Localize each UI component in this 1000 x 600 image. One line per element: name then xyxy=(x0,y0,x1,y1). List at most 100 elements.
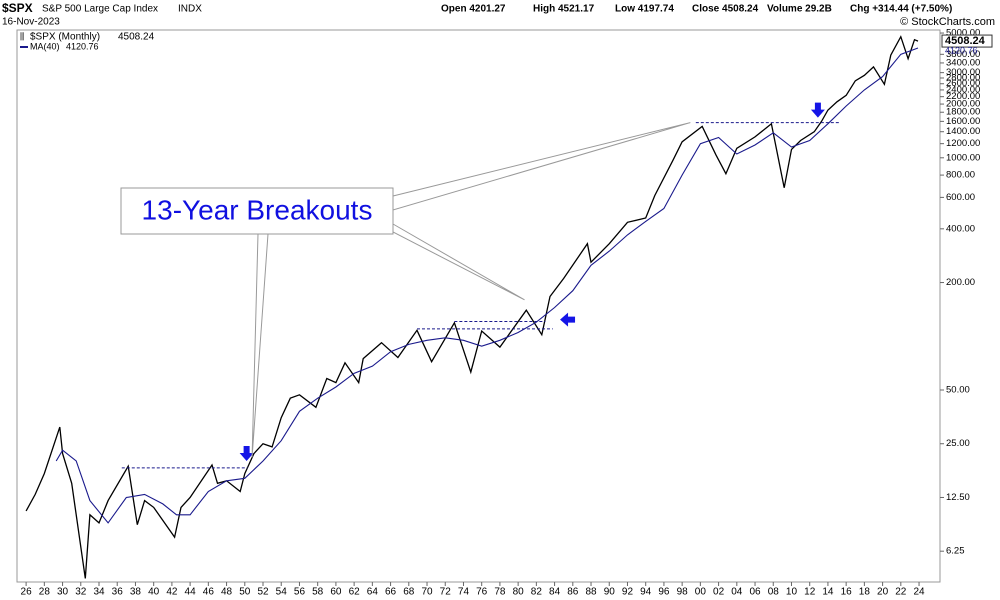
x-tick-label: 34 xyxy=(93,587,105,598)
y-tick-label: 1000.00 xyxy=(946,152,980,163)
legend-value: 4120.76 xyxy=(66,41,99,51)
exchange: INDX xyxy=(178,4,202,15)
x-tick-label: 38 xyxy=(130,587,142,598)
legend-value: 4508.24 xyxy=(118,32,155,43)
x-tick-label: 16 xyxy=(841,587,853,598)
y-tick-label: 2800.00 xyxy=(946,72,980,83)
x-tick-label: 24 xyxy=(913,587,925,598)
index-name: S&P 500 Large Cap Index xyxy=(42,4,158,15)
y-tick-label: 50.00 xyxy=(946,385,970,396)
arrow xyxy=(810,102,825,118)
y-tick-label: 3400.00 xyxy=(946,57,980,68)
date: 16-Nov-2023 xyxy=(2,17,60,28)
x-tick-label: 36 xyxy=(112,587,124,598)
x-tick-label: 40 xyxy=(148,587,160,598)
x-tick-label: 00 xyxy=(695,587,707,598)
x-tick-label: 44 xyxy=(185,587,197,598)
x-tick-label: 70 xyxy=(421,587,433,598)
x-tick-label: 10 xyxy=(786,587,798,598)
y-tick-label: 3000.00 xyxy=(946,67,980,78)
legend-label: MA(40) xyxy=(30,41,60,51)
y-tick-label: 400.00 xyxy=(946,223,975,234)
x-tick-label: 42 xyxy=(166,587,178,598)
x-tick-label: 84 xyxy=(549,587,561,598)
plot-frame xyxy=(16,29,941,583)
x-tick-label: 04 xyxy=(731,587,743,598)
x-tick-label: 12 xyxy=(804,587,816,598)
source: © StockCharts.com xyxy=(900,16,995,28)
x-tick-label: 48 xyxy=(221,587,233,598)
y-tick-label: 1400.00 xyxy=(946,126,980,137)
y-tick-label: 1800.00 xyxy=(946,107,980,118)
x-tick-label: 58 xyxy=(312,587,324,598)
x-tick-label: 20 xyxy=(877,587,889,598)
x-tick-label: 86 xyxy=(567,587,579,598)
x-tick-label: 32 xyxy=(75,587,87,598)
x-tick-label: 14 xyxy=(822,587,834,598)
x-tick-label: 18 xyxy=(859,587,871,598)
x-tick-label: 26 xyxy=(21,587,33,598)
y-tick-label: 1200.00 xyxy=(946,138,980,149)
last-value-box xyxy=(941,34,993,48)
last-value-label: 4508.24 xyxy=(945,35,986,47)
x-tick-label: 02 xyxy=(713,587,725,598)
x-tick-label: 88 xyxy=(585,587,597,598)
high: High 4521.17 xyxy=(533,4,595,15)
x-tick-label: 78 xyxy=(494,587,506,598)
x-tick-label: 98 xyxy=(677,587,689,598)
y-tick-label: 600.00 xyxy=(946,192,975,203)
series-line xyxy=(25,35,919,579)
x-tick-label: 80 xyxy=(513,587,525,598)
legend-label: $SPX (Monthly) xyxy=(30,32,100,43)
y-tick-label: 1600.00 xyxy=(946,116,980,127)
x-tick-label: 46 xyxy=(203,587,215,598)
arrow xyxy=(239,446,254,462)
y-tick-label: 2400.00 xyxy=(946,84,980,95)
y-tick-label: 3800.00 xyxy=(946,49,980,60)
y-tick-label: 6.25 xyxy=(946,546,965,557)
x-tick-label: 06 xyxy=(749,587,761,598)
x-tick-label: 50 xyxy=(239,587,251,598)
x-tick-label: 08 xyxy=(768,587,780,598)
volume: Volume 29.2B xyxy=(767,4,832,15)
close: Close 4508.24 xyxy=(692,4,759,15)
x-tick-label: 52 xyxy=(257,587,269,598)
x-tick-label: 62 xyxy=(349,587,361,598)
y-tick-label: 2000.00 xyxy=(946,99,980,110)
arrow xyxy=(560,312,576,327)
x-tick-label: 72 xyxy=(440,587,452,598)
x-tick-label: 76 xyxy=(476,587,488,598)
y-tick-label: 800.00 xyxy=(946,170,975,181)
y-tick-label: 5000.00 xyxy=(946,28,980,39)
x-tick-label: 56 xyxy=(294,587,306,598)
ma-value-label: 4120.76 xyxy=(945,45,978,55)
x-tick-label: 90 xyxy=(604,587,616,598)
legend-icon: ⫼ xyxy=(20,31,24,41)
callout-text: 13-Year Breakouts xyxy=(142,194,373,225)
x-tick-label: 66 xyxy=(385,587,397,598)
x-tick-label: 68 xyxy=(403,587,415,598)
callout-box xyxy=(120,187,394,235)
series-line xyxy=(55,47,919,524)
x-tick-label: 54 xyxy=(276,587,288,598)
y-tick-label: 12.50 xyxy=(946,492,970,503)
y-tick-label: 2200.00 xyxy=(946,91,980,102)
y-tick-label: 200.00 xyxy=(946,277,975,288)
x-tick-label: 64 xyxy=(367,587,379,598)
marks xyxy=(25,35,919,579)
x-tick-label: 74 xyxy=(458,587,470,598)
low: Low 4197.74 xyxy=(615,4,674,15)
legend: ⫼ $SPX (Monthly) 4508.24 MA(40) 4120.76 xyxy=(20,31,155,51)
x-tick-label: 94 xyxy=(640,587,652,598)
x-tick-label: 22 xyxy=(895,587,907,598)
x-tick-label: 82 xyxy=(531,587,543,598)
x-tick-label: 60 xyxy=(330,587,342,598)
y-tick-label: 2600.00 xyxy=(946,78,980,89)
symbol: $SPX xyxy=(2,1,33,15)
change: Chg +314.44 (+7.50%) xyxy=(850,4,952,15)
open: Open 4201.27 xyxy=(441,4,506,15)
x-tick-label: 30 xyxy=(57,587,69,598)
x-tick-label: 92 xyxy=(622,587,634,598)
